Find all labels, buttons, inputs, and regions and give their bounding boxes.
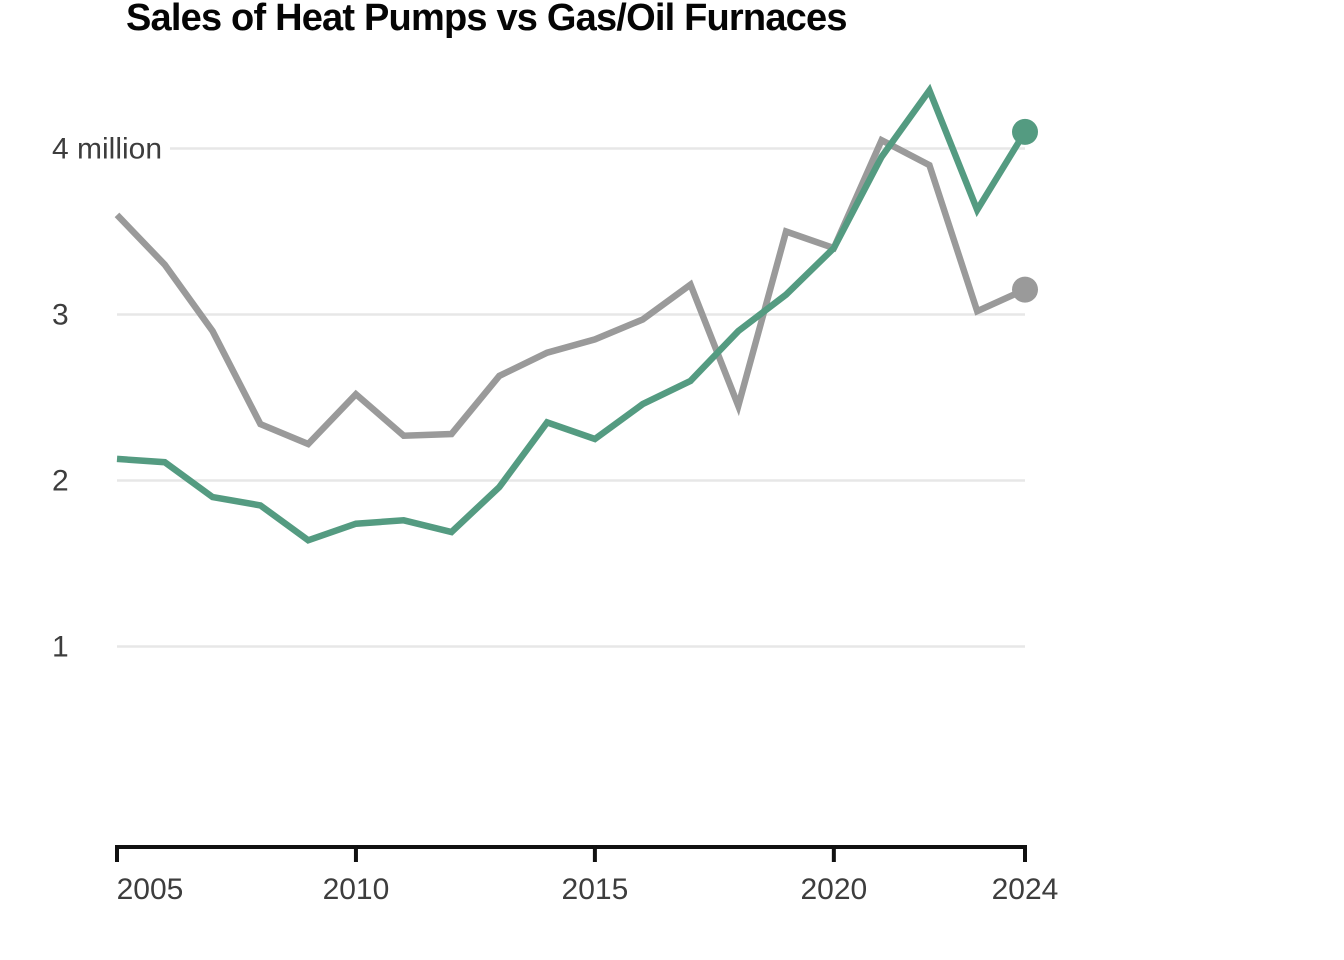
x-tick-label-2015: 2015	[562, 873, 629, 906]
chart-title: Sales of Heat Pumps vs Gas/Oil Furnaces	[126, 0, 847, 39]
x-tick-label-2020: 2020	[800, 873, 867, 906]
end-dot-heat-pumps	[1012, 118, 1038, 145]
y-tick-label-4: 4 million	[52, 133, 162, 166]
x-tick-label-2005: 2005	[117, 873, 184, 906]
series-line-heat-pumps	[116, 83, 1028, 544]
y-tick-label-3: 3	[52, 299, 69, 332]
x-tick-label-2010: 2010	[323, 873, 390, 906]
end-dot-gas-oil-furnaces	[1012, 276, 1038, 303]
x-tick-label-2024: 2024	[992, 873, 1059, 906]
y-tick-label-2: 2	[52, 465, 69, 498]
y-tick-label-1: 1	[52, 631, 69, 664]
series-line-gas-oil-furnaces	[114, 135, 1027, 448]
